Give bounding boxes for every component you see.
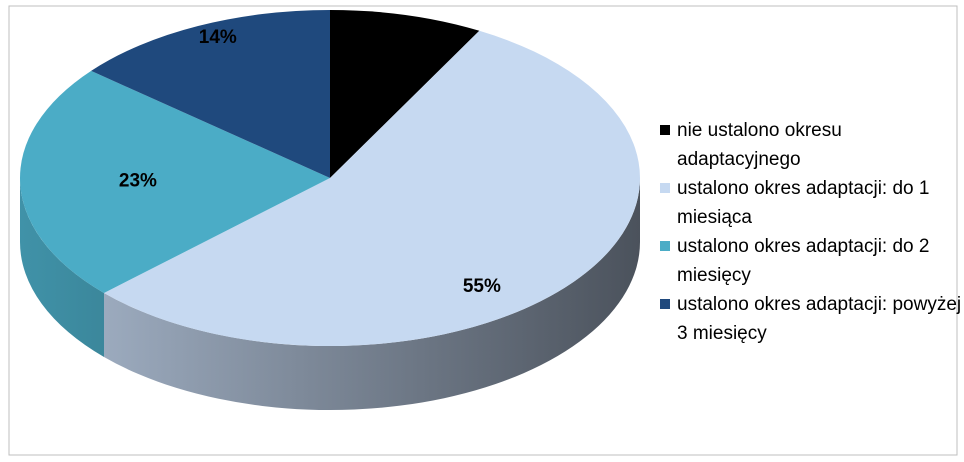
data-label: 55%: [463, 276, 501, 297]
legend-label: ustalono okres adaptacji: powyżej 3 mies…: [677, 294, 962, 344]
legend-entry: nie ustalono okresu adaptacyjnego: [660, 116, 962, 174]
slice: [19, 70, 330, 294]
legend-swatch: [660, 125, 670, 135]
legend-label: nie ustalono okresu adaptacyjnego: [677, 120, 842, 170]
slice: [91, 10, 330, 178]
legend-swatch: [660, 241, 670, 251]
slice: [104, 30, 641, 347]
slice: [330, 10, 480, 178]
legend-swatch: [660, 299, 670, 309]
legend-entry: ustalono okres adaptacji: powyżej 3 mies…: [660, 290, 962, 348]
legend-swatch: [660, 183, 670, 193]
data-label: 14%: [199, 27, 237, 48]
legend-entry: ustalono okres adaptacji: do 2 miesięcy: [660, 232, 962, 290]
legend-label: ustalono okres adaptacji: do 1 miesiąca: [677, 178, 930, 228]
data-label: 23%: [119, 170, 157, 191]
legend-label: ustalono okres adaptacji: do 2 miesięcy: [677, 236, 930, 286]
legend: nie ustalono okresu adaptacyjnego ustalon…: [660, 116, 961, 348]
legend-entry: ustalono okres adaptacji: do 1 miesiąca: [660, 174, 962, 232]
slice-side: [104, 178, 641, 410]
slice-side: [20, 178, 105, 358]
data-label: 8%: [382, 27, 410, 48]
chart-border: [8, 5, 958, 456]
